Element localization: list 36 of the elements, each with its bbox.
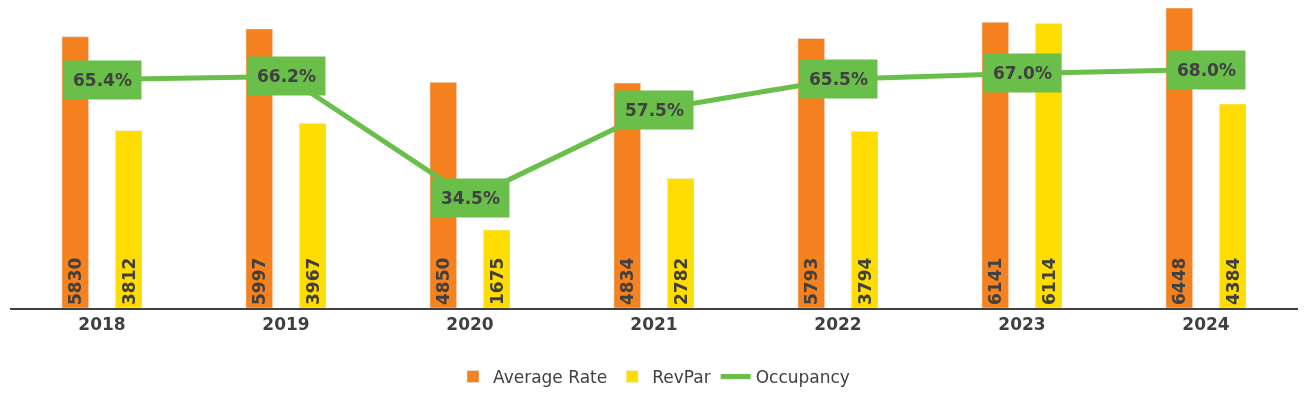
- bar: [1219, 103, 1247, 308]
- x-tick-label: 2021: [630, 314, 678, 335]
- data-label: 5997: [249, 257, 270, 305]
- legend-label: Occupancy: [755, 367, 850, 388]
- data-label: 65.4%: [73, 70, 132, 90]
- data-label: 6114: [1038, 257, 1059, 305]
- data-label: 5830: [65, 257, 86, 305]
- x-tick-label: 2024: [1182, 314, 1230, 335]
- data-label: 3812: [118, 257, 139, 305]
- x-tick-label: 2023: [998, 314, 1046, 335]
- bar: [299, 123, 327, 308]
- x-tick-label: 2019: [262, 314, 310, 335]
- data-label: 6448: [1169, 257, 1190, 305]
- data-label: 4834: [617, 257, 638, 305]
- data-label: 65.5%: [809, 69, 868, 89]
- data-label: 57.5%: [625, 100, 684, 120]
- data-label: 34.5%: [441, 188, 500, 208]
- bar: [115, 130, 143, 308]
- data-label: 1675: [486, 257, 507, 305]
- data-label: 66.2%: [257, 66, 316, 86]
- data-label: 3967: [302, 257, 323, 305]
- data-label: 4384: [1222, 257, 1243, 305]
- x-tick-label: 2022: [814, 314, 862, 335]
- legend-label: Average Rate: [493, 367, 608, 388]
- bar: [667, 178, 695, 308]
- data-label: 3794: [854, 257, 875, 305]
- data-label: 68.0%: [1177, 60, 1236, 80]
- data-label: 2782: [670, 257, 691, 305]
- data-label: 4850: [433, 257, 454, 305]
- bar: [851, 131, 879, 308]
- data-label: 67.0%: [993, 63, 1052, 83]
- legend-label: RevPar: [652, 367, 711, 388]
- data-label: 5793: [801, 257, 822, 305]
- x-tick-label: 2018: [78, 314, 126, 335]
- x-tick-label: 2020: [446, 314, 494, 335]
- data-label: 6141: [985, 257, 1006, 305]
